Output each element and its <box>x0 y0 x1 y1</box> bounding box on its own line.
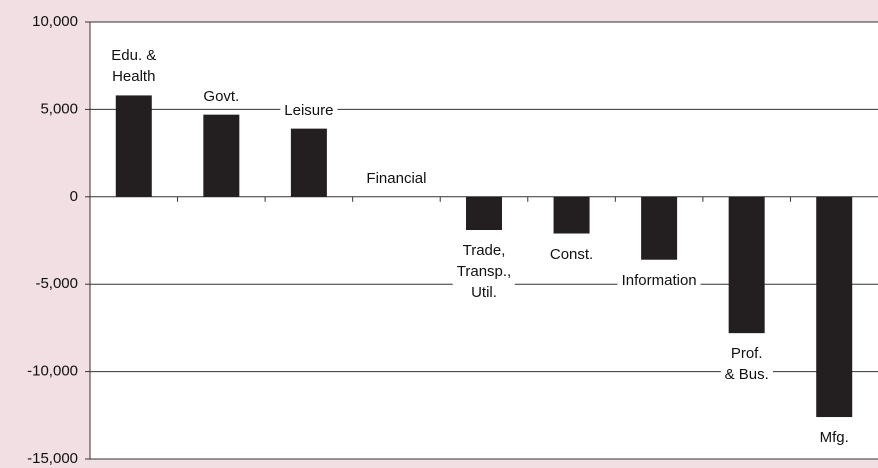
category-label: Mfg. <box>815 427 853 449</box>
y-tick-label: 0 <box>70 188 78 205</box>
category-label: Leisure <box>280 99 338 121</box>
category-label: Edu. & Health <box>107 45 161 88</box>
bar <box>203 114 240 197</box>
bar <box>290 128 327 197</box>
y-tick-label: -5,000 <box>35 275 78 292</box>
category-label: Govt. <box>199 85 244 107</box>
bar <box>466 196 502 231</box>
y-tick-label: -15,000 <box>27 450 78 467</box>
category-label: Information <box>617 269 701 291</box>
bar <box>115 95 152 197</box>
category-label: Trade, Transp., Util. <box>452 240 516 303</box>
category-label: Financial <box>362 167 431 189</box>
category-label: Const. <box>545 243 598 265</box>
y-tick-label: -10,000 <box>27 363 78 380</box>
category-label: Prof. & Bus. <box>720 343 773 386</box>
y-tick-label: 5,000 <box>40 100 78 117</box>
bar <box>728 196 765 334</box>
bar <box>553 196 590 234</box>
bar <box>641 196 678 260</box>
bar <box>816 196 853 418</box>
y-tick-label: 10,000 <box>32 13 78 30</box>
